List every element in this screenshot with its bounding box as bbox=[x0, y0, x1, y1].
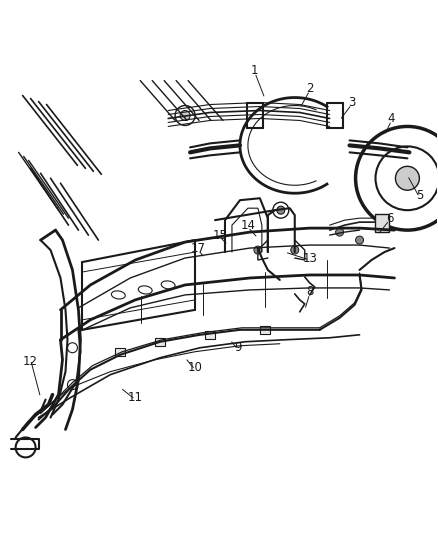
Bar bbox=[260, 326, 270, 334]
Text: 8: 8 bbox=[306, 285, 314, 298]
Text: 13: 13 bbox=[302, 252, 317, 264]
Bar bbox=[155, 338, 165, 346]
Text: 2: 2 bbox=[306, 82, 314, 95]
Text: 14: 14 bbox=[240, 219, 255, 232]
Circle shape bbox=[254, 246, 262, 254]
Bar bbox=[115, 348, 125, 356]
Circle shape bbox=[277, 206, 285, 214]
Text: 9: 9 bbox=[234, 341, 242, 354]
Circle shape bbox=[336, 228, 343, 236]
Text: 5: 5 bbox=[416, 189, 423, 201]
Text: 4: 4 bbox=[388, 112, 395, 125]
Text: 10: 10 bbox=[187, 361, 202, 374]
Circle shape bbox=[356, 236, 364, 244]
Text: 15: 15 bbox=[212, 229, 227, 241]
Circle shape bbox=[396, 166, 419, 190]
Text: 1: 1 bbox=[251, 64, 258, 77]
Text: 12: 12 bbox=[23, 355, 38, 368]
Text: 11: 11 bbox=[128, 391, 143, 404]
Circle shape bbox=[180, 110, 190, 120]
Bar bbox=[205, 331, 215, 339]
Text: 3: 3 bbox=[348, 96, 355, 109]
Text: 6: 6 bbox=[386, 212, 393, 224]
Bar bbox=[374, 214, 389, 232]
Circle shape bbox=[291, 246, 299, 254]
Text: 17: 17 bbox=[191, 241, 205, 255]
